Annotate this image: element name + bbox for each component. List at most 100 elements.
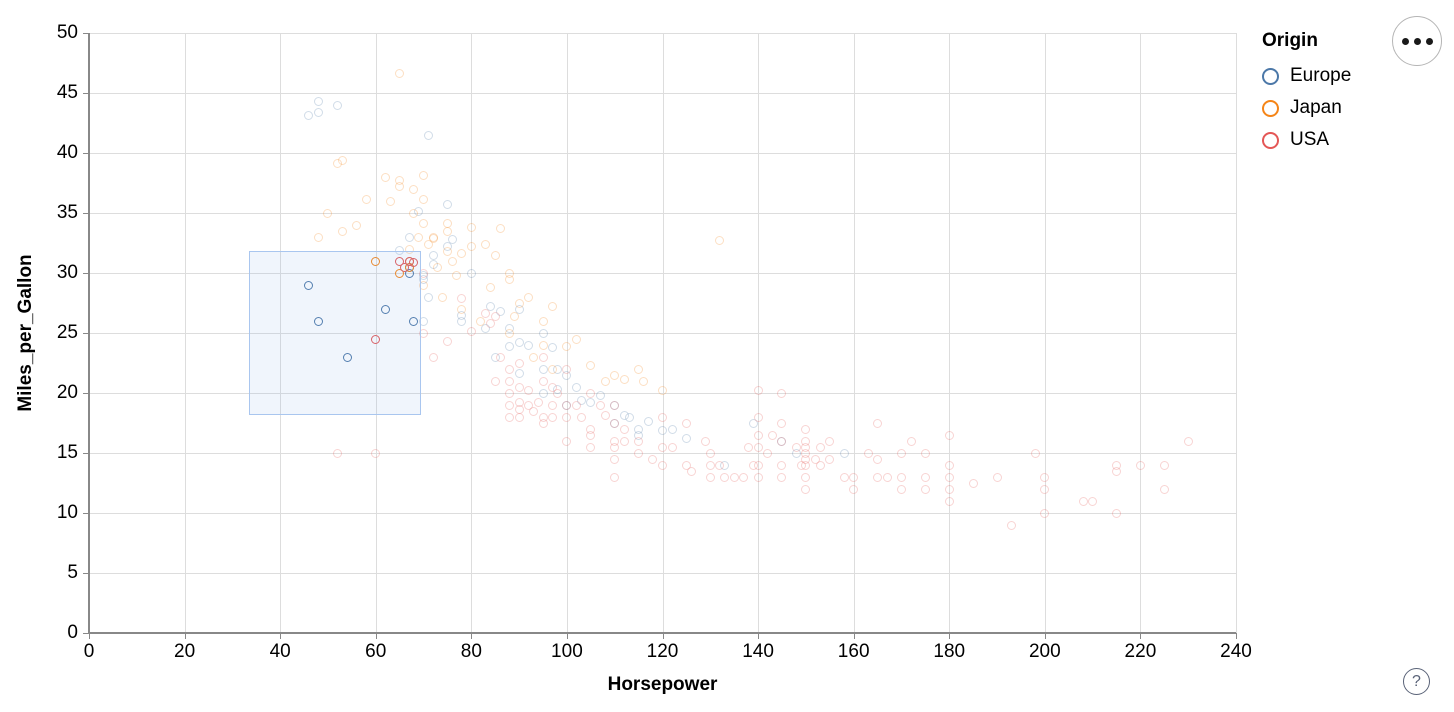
scatter-point[interactable] [610, 442, 620, 452]
scatter-point[interactable] [906, 436, 916, 446]
scatter-point[interactable] [849, 484, 859, 494]
scatter-point[interactable] [514, 358, 524, 368]
scatter-point[interactable] [395, 182, 405, 192]
scatter-point[interactable] [701, 436, 710, 446]
scatter-point[interactable] [715, 460, 725, 470]
scatter-point[interactable] [753, 460, 763, 470]
scatter-point[interactable] [944, 430, 954, 440]
scatter-point[interactable] [873, 418, 883, 428]
scatter-point[interactable] [610, 370, 620, 380]
scatter-point[interactable] [634, 448, 644, 458]
scatter-point[interactable] [528, 406, 538, 416]
scatter-point[interactable] [313, 96, 323, 106]
scatter-point[interactable] [1078, 496, 1088, 506]
scatter-point[interactable] [337, 226, 347, 236]
scatter-point[interactable] [992, 472, 1002, 482]
scatter-point[interactable] [1159, 460, 1169, 470]
scatter-point[interactable] [610, 418, 620, 428]
scatter-point[interactable] [643, 417, 653, 427]
legend-item-usa[interactable]: USA [1262, 124, 1351, 156]
scatter-point[interactable] [920, 484, 930, 494]
scatter-point[interactable] [419, 219, 429, 229]
scatter-point[interactable] [896, 472, 906, 482]
scatter-point[interactable] [323, 208, 333, 218]
scatter-point[interactable] [610, 400, 620, 410]
scatter-point[interactable] [505, 341, 515, 351]
scatter-point[interactable] [371, 334, 381, 344]
scatter-point[interactable] [744, 442, 754, 452]
scatter-point[interactable] [442, 226, 452, 236]
scatter-point[interactable] [825, 436, 835, 446]
scatter-point[interactable] [361, 195, 371, 205]
scatter-point[interactable] [423, 292, 433, 302]
scatter-point[interactable] [753, 412, 763, 422]
scatter-point[interactable] [619, 424, 629, 434]
scatter-point[interactable] [562, 364, 572, 374]
scatter-point[interactable] [548, 302, 558, 312]
scatter-point[interactable] [538, 316, 548, 326]
scatter-point[interactable] [1006, 520, 1016, 530]
scatter-point[interactable] [409, 316, 419, 326]
scatter-point[interactable] [658, 425, 667, 435]
scatter-point[interactable] [896, 484, 906, 494]
scatter-point[interactable] [610, 454, 620, 464]
scatter-point[interactable] [739, 472, 749, 482]
scatter-point[interactable] [753, 472, 763, 482]
scatter-point[interactable] [442, 336, 452, 346]
scatter-point[interactable] [395, 256, 405, 266]
scatter-point[interactable] [476, 316, 486, 326]
scatter-point[interactable] [423, 239, 433, 249]
scatter-point[interactable] [514, 412, 524, 422]
scatter-point[interactable] [638, 376, 648, 386]
scatter-point[interactable] [538, 388, 548, 398]
scatter-point[interactable] [495, 306, 505, 316]
scatter-point[interactable] [419, 316, 429, 326]
scatter-point[interactable] [777, 436, 787, 446]
scatter-point[interactable] [313, 107, 323, 117]
scatter-point[interactable] [729, 472, 739, 482]
scatter-point[interactable] [313, 316, 323, 326]
scatter-point[interactable] [586, 442, 596, 452]
scatter-point[interactable] [419, 171, 429, 181]
scatter-point[interactable] [791, 442, 801, 452]
scatter-point[interactable] [586, 430, 596, 440]
scatter-point[interactable] [715, 236, 725, 246]
scatter-point[interactable] [538, 340, 548, 350]
scatter-point[interactable] [538, 376, 548, 386]
scatter-point[interactable] [1159, 484, 1169, 494]
scatter-point[interactable] [447, 256, 457, 266]
scatter-point[interactable] [481, 239, 491, 249]
scatter-point[interactable] [1135, 460, 1145, 470]
scatter-point[interactable] [658, 442, 667, 452]
scatter-point[interactable] [409, 208, 419, 218]
scatter-point[interactable] [490, 250, 500, 260]
scatter-point[interactable] [619, 375, 629, 385]
scatter-point[interactable] [404, 244, 414, 254]
scatter-point[interactable] [667, 424, 677, 434]
scatter-point[interactable] [457, 293, 467, 303]
scatter-point[interactable] [586, 360, 596, 370]
scatter-plot-area[interactable]: Horsepower 0 20 40 60 80 100 120 140 160 180 200 22… [57, 22, 1252, 695]
scatter-point[interactable] [705, 472, 715, 482]
scatter-point[interactable] [304, 111, 314, 121]
scatter-point[interactable] [333, 448, 343, 458]
scatter-point[interactable] [1040, 508, 1050, 518]
scatter-point[interactable] [457, 316, 467, 326]
scatter-point[interactable] [810, 454, 820, 464]
scatter-point[interactable] [514, 369, 524, 379]
scatter-point[interactable] [419, 280, 429, 290]
scatter-point[interactable] [552, 388, 562, 398]
scatter-point[interactable] [705, 448, 715, 458]
scatter-point[interactable] [399, 262, 409, 272]
scatter-point[interactable] [505, 412, 515, 422]
scatter-point[interactable] [548, 382, 558, 392]
scatter-point[interactable] [595, 400, 605, 410]
scatter-point[interactable] [428, 250, 438, 260]
scatter-point[interactable] [576, 412, 586, 422]
scatter-point[interactable] [505, 328, 515, 338]
scatter-point[interactable] [1088, 496, 1098, 506]
scatter-point[interactable] [452, 270, 462, 280]
scatter-point[interactable] [571, 382, 581, 392]
scatter-point[interactable] [352, 220, 362, 230]
scatter-point[interactable] [576, 395, 586, 405]
